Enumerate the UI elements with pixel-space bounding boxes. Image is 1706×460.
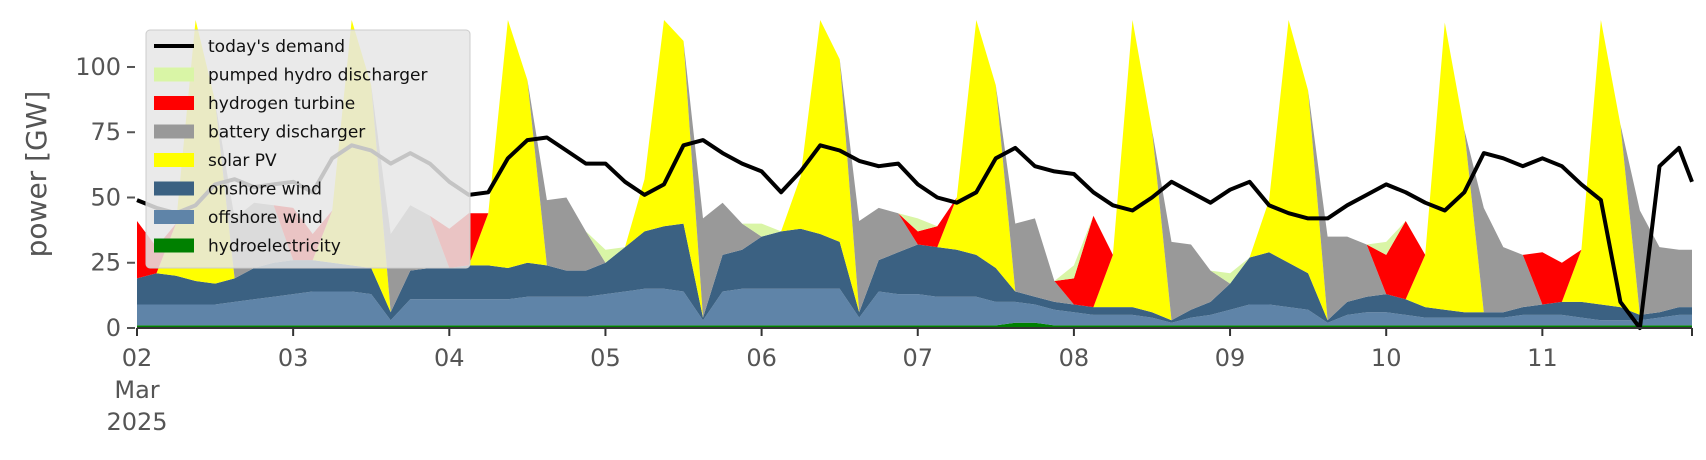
- x-tick-label: 05: [590, 344, 621, 372]
- legend-label-today-s-demand: today's demand: [208, 37, 345, 57]
- x-tick-label: 11: [1527, 344, 1558, 372]
- y-tick-label: 75: [90, 118, 121, 146]
- legend-swatch-solar-pv: [154, 153, 194, 167]
- legend-label-battery-discharger: battery discharger: [208, 123, 365, 143]
- legend-box: [145, 29, 471, 269]
- legend-swatch-offshore-wind: [154, 210, 194, 224]
- legend-swatch-battery-discharger: [154, 124, 194, 139]
- area-battery-discharger: [137, 20, 1692, 321]
- x-tick-sublabel: Mar: [114, 376, 159, 404]
- y-tick-label: 100: [75, 53, 121, 81]
- stacked-areas: [137, 20, 1692, 328]
- legend-swatch-hydroelectricity: [154, 238, 194, 253]
- x-tick-label: 04: [434, 344, 465, 372]
- x-tick-label: 09: [1215, 344, 1246, 372]
- y-axis-label: power [GW]: [20, 91, 53, 258]
- x-tick-label: 07: [902, 344, 933, 372]
- legend-label-pumped-hydro-discharger: pumped hydro discharger: [208, 66, 427, 86]
- x-tick-label: 08: [1059, 344, 1090, 372]
- legend-swatch-pumped-hydro-discharger: [154, 67, 194, 82]
- x-tick-label: 03: [278, 344, 309, 372]
- area-offshore-wind: [137, 288, 1692, 326]
- x-tick-label: 10: [1371, 344, 1402, 372]
- area-hydrogen-turbine: [137, 20, 1692, 308]
- legend-label-solar-pv: solar PV: [208, 151, 277, 171]
- legend: today's demand pumped hydro discharger hyd…: [145, 29, 471, 269]
- y-tick-label: 25: [90, 249, 121, 277]
- area-solar-pv: [137, 20, 1692, 321]
- legend-label-offshore-wind: offshore wind: [208, 208, 323, 228]
- axes: 0 25 50 75 100 02 03 04 05 06 07 08 09 10 11 Mar 2025 pow…: [20, 53, 1693, 436]
- x-tick-label: 02: [122, 344, 153, 372]
- x-tick-sublabel: 2025: [106, 408, 167, 436]
- y-tick-label: 0: [106, 314, 121, 342]
- x-tick-label: 06: [746, 344, 777, 372]
- legend-swatch-hydrogen-turbine: [154, 96, 194, 110]
- area-onshore-wind: [137, 223, 1692, 323]
- legend-swatch-onshore-wind: [154, 181, 194, 196]
- y-tick-label: 50: [90, 183, 121, 211]
- legend-label-hydrogen-turbine: hydrogen turbine: [208, 94, 355, 114]
- legend-label-onshore-wind: onshore wind: [208, 180, 322, 200]
- legend-label-hydroelectricity: hydroelectricity: [208, 237, 341, 257]
